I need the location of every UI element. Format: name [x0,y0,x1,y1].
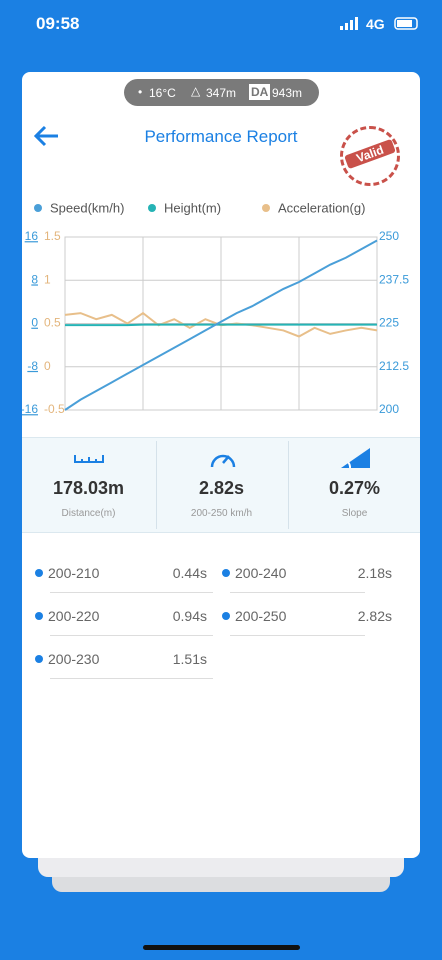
split-range: 200-230 [48,651,100,667]
split-underline [50,678,213,679]
divider [288,441,289,529]
y3-tick-label: 1.5 [44,229,61,243]
back-button[interactable] [32,124,60,148]
y-tick-label: 16 [25,229,39,243]
stat-label: Slope [341,508,368,519]
y-tick-label: 0 [31,316,38,330]
status-time: 09:58 [36,14,80,33]
split-underline [230,635,365,636]
split-time: 2.18s [357,565,392,581]
split-range: 200-220 [48,608,100,624]
y2-tick-label: 212.5 [379,359,409,373]
da-badge: DA [249,84,271,100]
page-title: Performance Report [144,127,298,146]
stat-label: 200-250 km/h [190,508,253,519]
split-dot [222,612,230,620]
temperature: 16°C [149,86,176,100]
split-dot [222,569,230,577]
y2-tick-label: 200 [379,402,399,416]
series-line [64,239,378,411]
legend-dot [262,204,270,212]
chart: Speed(km/h) Height(m) Acceleration(g)1680-… [22,200,409,416]
split-underline [50,635,213,636]
y3-tick-label: 0.5 [44,316,61,330]
legend-dot [148,204,156,212]
split-range: 200-240 [235,565,287,581]
slope-icon [341,448,370,469]
split-range: 200-250 [235,608,287,624]
y-tick-label: -8 [27,359,38,373]
series-line [65,323,377,327]
split-dot [35,612,43,620]
y3-tick-label: 1 [44,272,51,286]
conditions-pill: • 16°C △ 347m DA 943m [124,79,319,106]
split-time: 0.94s [172,608,207,624]
legend-label: Acceleration(g) [278,200,365,215]
status-network: 4G [366,16,385,32]
stat-value: 178.03m [52,478,125,498]
stats-panel [22,437,420,533]
legend-dot [34,204,42,212]
stat-label: Distance(m) [61,508,116,519]
legend-label: Height(m) [164,200,221,215]
split-underline [230,592,365,593]
ruler-icon [74,455,104,463]
y2-tick-label: 225 [379,316,399,330]
home-indicator [143,945,300,950]
split-time: 2.82s [357,608,392,624]
stat-value: 2.82s [198,478,245,498]
mountain-icon: △ [191,84,201,98]
split-underline [50,592,213,593]
valid-stamp: Valid [340,126,400,186]
split-time: 0.44s [172,565,207,581]
divider [156,441,157,529]
legend-label: Speed(km/h) [50,200,124,215]
y3-tick-label: 0 [44,359,51,373]
density-altitude: 943m [272,86,303,100]
thermometer-icon: • [138,85,143,99]
split-dot [35,569,43,577]
card-shadow [38,855,404,877]
y2-tick-label: 250 [379,229,399,243]
stat-value: 0.27% [328,478,381,498]
split-time: 1.51s [172,651,207,667]
y3-tick-label: -0.5 [44,402,65,416]
altitude: 347m [206,86,237,100]
split-range: 200-210 [48,565,100,581]
y-tick-label: -16 [22,402,38,416]
status-icons [340,17,418,30]
gauge-icon [210,454,236,468]
y-tick-label: 8 [31,272,38,286]
y2-tick-label: 237.5 [379,272,409,286]
split-dot [35,655,43,663]
stamp-text: Valid [344,138,396,170]
